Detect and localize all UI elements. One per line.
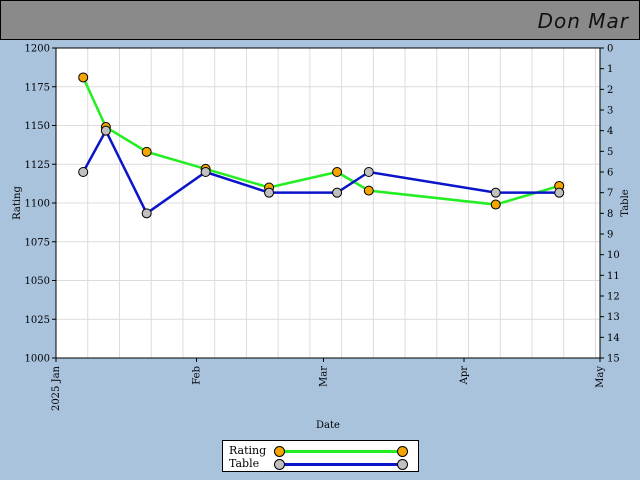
data-point-table [264,187,275,198]
legend-label-rating: Rating [229,444,267,457]
legend-marker-table [397,459,408,470]
data-point-table [490,187,501,198]
x-tick-label: Feb [192,366,203,385]
y-right-tick-label: 0 [607,44,613,55]
data-point-table [78,167,89,177]
header-bar: Don Mar [0,0,640,40]
legend-marker-table [274,459,285,470]
y-right-tick-label: 7 [607,188,613,199]
x-tick-label: May [595,366,606,388]
y-left-tick-label: 1150 [25,121,50,132]
y-left-tick-label: 1050 [25,276,50,287]
y-right-tick-label: 10 [607,250,620,261]
y-right-tick-label: 3 [607,106,613,117]
y-left-tick-label: 1075 [25,237,50,248]
data-point-table [141,208,152,219]
y-right-tick-label: 15 [607,354,620,365]
data-point-rating [78,72,89,83]
x-tick-label: Mar [318,366,329,387]
y-right-axis-title: Table [620,189,631,216]
player-name: Don Mar [537,9,629,33]
legend-marker-rating [274,446,285,457]
legend: Rating Table [222,440,419,472]
y-right-tick-label: 13 [607,312,620,323]
y-right-tick-label: 6 [607,168,613,179]
data-point-table [100,125,111,136]
legend-marker-rating [397,446,408,457]
data-point-table [554,187,565,198]
y-left-tick-label: 1125 [25,160,50,171]
data-point-table [200,167,211,177]
y-left-tick-label: 1175 [25,82,50,93]
y-right-tick-label: 1 [607,64,613,75]
data-point-rating [490,199,501,210]
x-tick-label: 2025 Jan [51,365,62,411]
x-axis-title: Date [316,420,340,431]
y-left-tick-label: 1000 [25,354,50,365]
y-left-tick-label: 1100 [25,199,50,210]
data-point-rating [141,146,152,157]
y-left-tick-label: 1025 [25,315,50,326]
legend-line-table [279,463,401,466]
data-point-rating [363,185,374,196]
y-right-tick-label: 2 [607,85,613,96]
y-right-tick-label: 8 [607,209,613,220]
y-right-tick-label: 9 [607,230,613,241]
y-right-tick-label: 11 [607,271,620,282]
legend-label-table: Table [229,457,260,470]
legend-line-rating [279,450,401,453]
y-right-tick-label: 5 [607,147,613,158]
y-right-tick-label: 4 [607,126,613,137]
data-point-rating [332,167,343,177]
y-left-axis-title: Rating [12,186,23,220]
y-left-tick-label: 1200 [25,44,50,55]
y-right-tick-label: 12 [607,292,620,303]
data-point-table [332,187,343,198]
y-right-tick-label: 14 [607,333,620,344]
x-tick-label: Apr [459,366,470,386]
data-point-table [363,167,374,177]
